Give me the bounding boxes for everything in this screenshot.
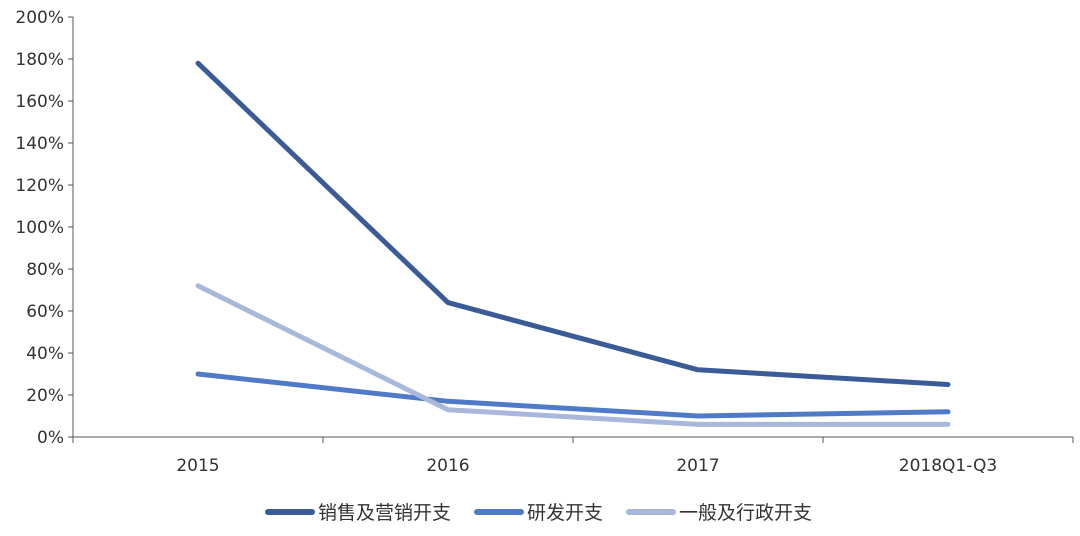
series-line-1 <box>195 60 951 387</box>
y-tick-label: 20% <box>26 386 64 406</box>
y-tick-label: 60% <box>26 302 64 322</box>
x-tick-labels: 2015 2016 2017 2018Q1-Q3 <box>176 456 997 476</box>
y-tick-label: 100% <box>15 218 64 238</box>
legend-label: 一般及行政开支 <box>679 502 812 524</box>
x-tick-label: 2015 <box>176 456 219 476</box>
legend-item-1: 销售及营销开支 <box>265 502 451 524</box>
legend-label: 销售及营销开支 <box>318 502 451 524</box>
y-tick-label: 80% <box>26 260 64 280</box>
y-tick-label: 40% <box>26 344 64 364</box>
y-tick-label: 140% <box>15 134 64 154</box>
x-tick-label: 2016 <box>426 456 469 476</box>
series-line-2 <box>195 371 951 419</box>
y-tick-labels: 0% 20% 40% 60% 80% 100% 120% 140% 160% 180% 200% <box>15 8 64 448</box>
x-tick-label: 2018Q1-Q3 <box>899 456 997 476</box>
x-tick-label: 2017 <box>676 456 719 476</box>
legend-item-2: 研发开支 <box>474 502 603 524</box>
series-line-3 <box>195 283 951 427</box>
legend-label: 研发开支 <box>527 502 603 524</box>
legend-item-3: 一般及行政开支 <box>626 502 812 524</box>
series-lines <box>195 60 951 427</box>
axes <box>68 16 1074 443</box>
legend: 销售及营销开支 研发开支 一般及行政开支 <box>265 502 812 524</box>
y-tick-label: 0% <box>37 428 64 448</box>
y-tick-label: 120% <box>15 176 64 196</box>
y-tick-label: 180% <box>15 50 64 70</box>
y-tick-label: 160% <box>15 92 64 112</box>
y-tick-label: 200% <box>15 8 64 28</box>
